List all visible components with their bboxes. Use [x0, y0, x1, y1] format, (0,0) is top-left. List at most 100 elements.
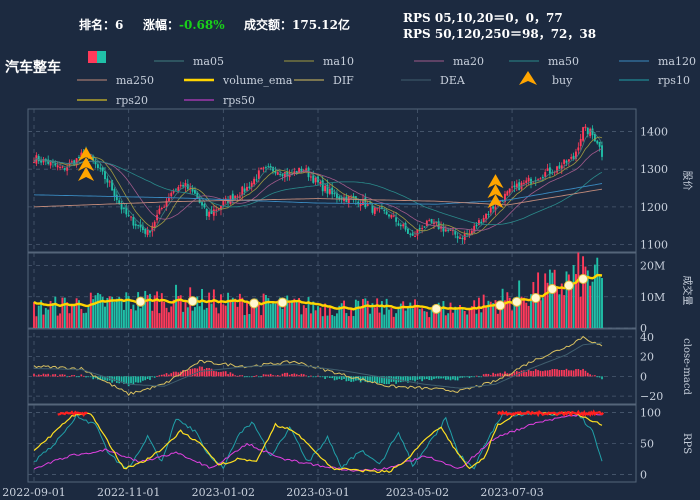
volume-bar — [347, 316, 350, 328]
macd-bar — [314, 376, 317, 378]
macd-bar — [397, 376, 400, 383]
macd-bar — [125, 376, 128, 384]
macd-bar — [305, 375, 307, 377]
volume-bar — [473, 300, 476, 328]
macd-bar — [459, 376, 461, 378]
candle-body — [40, 160, 43, 163]
buy-marker-icon — [78, 146, 95, 161]
macd-bar — [430, 376, 433, 381]
volume-bar — [82, 313, 85, 328]
macd-bar — [345, 376, 348, 382]
macd-bar — [511, 373, 513, 377]
volume-bar — [163, 301, 166, 328]
volume-bar — [78, 300, 80, 328]
volume-bar — [125, 292, 128, 328]
volume-bar — [390, 308, 393, 328]
candle-body — [333, 193, 336, 195]
volume-bar — [189, 287, 192, 328]
candle-body — [487, 213, 490, 215]
y-tick-label: 0 — [640, 469, 647, 482]
candle-body — [172, 190, 175, 193]
macd-bar — [78, 376, 80, 378]
candle-body — [215, 209, 218, 211]
candle-body — [66, 167, 69, 171]
candle-body — [139, 224, 142, 228]
candle-body — [558, 165, 561, 169]
candle-body — [208, 211, 211, 217]
volume-bar — [255, 298, 258, 328]
macd-bar — [388, 376, 390, 385]
candle-body — [428, 220, 431, 222]
candle-body — [75, 158, 78, 166]
candle-body — [449, 229, 452, 231]
macd-bar — [549, 369, 551, 377]
volume-bar — [482, 294, 485, 328]
candle-body — [309, 176, 312, 178]
volume-bar — [466, 314, 469, 328]
volume-bar — [596, 257, 599, 328]
volume-bar — [70, 304, 73, 328]
macd-bar — [231, 373, 234, 377]
candle-body — [390, 214, 393, 218]
macd-bar — [175, 371, 177, 377]
volume-bar — [369, 313, 372, 328]
candle-body — [468, 233, 471, 236]
candle-body — [579, 138, 582, 147]
candle-body — [246, 186, 248, 191]
candle-body — [546, 168, 549, 171]
volume-bar — [475, 313, 478, 328]
candle-body — [395, 217, 398, 222]
macd-bar — [499, 372, 502, 377]
macd-bar — [355, 376, 357, 381]
candle-body — [518, 182, 521, 191]
volume-bar — [274, 303, 277, 328]
candle-body — [94, 160, 97, 165]
macd-bar — [158, 375, 161, 377]
legend-label-volume_ema: volume_ema — [222, 74, 293, 87]
volume-bar — [300, 314, 303, 328]
volume-bar — [302, 305, 305, 328]
volume-bar — [459, 304, 461, 328]
candle-body — [593, 133, 596, 142]
candle-body — [269, 166, 272, 168]
volume-bar — [333, 316, 336, 328]
volume-bar — [184, 301, 187, 328]
candle-body — [485, 213, 487, 219]
candle-body — [146, 229, 149, 235]
macd-bar — [523, 370, 525, 377]
volume-bar — [165, 307, 168, 328]
volume-bar — [151, 310, 154, 328]
candle-body — [383, 210, 386, 212]
candle-body — [563, 159, 566, 164]
candle-body — [366, 204, 369, 206]
candle-body — [118, 200, 121, 204]
y-tick-label: 0 — [640, 370, 647, 383]
candle-body — [508, 188, 511, 193]
macd-bar — [189, 368, 192, 377]
macd-bar — [324, 376, 326, 380]
macd-bar — [213, 371, 215, 377]
macd-bar — [284, 372, 286, 377]
volume-ema-dot — [249, 298, 260, 309]
candle-body — [153, 221, 156, 228]
candle-body — [51, 161, 54, 163]
volume-bar — [186, 307, 189, 328]
candle-body — [541, 176, 544, 178]
macd-bar — [338, 376, 341, 379]
macd-bar — [331, 376, 334, 379]
macd-bar — [383, 376, 386, 384]
candle-body — [362, 198, 364, 205]
volume-bar — [598, 276, 601, 328]
volume-bar — [106, 298, 109, 328]
candle-body — [577, 147, 580, 151]
macd-bar — [411, 376, 414, 381]
y-tick-label: 20M — [640, 260, 665, 273]
candle-body — [385, 211, 388, 215]
volume-bar — [63, 297, 66, 328]
macd-bar — [123, 376, 125, 384]
macd-bar — [33, 373, 35, 377]
stock-name: 汽车整车 — [5, 60, 61, 76]
macd-bar — [120, 376, 123, 383]
volume-bar — [470, 306, 473, 328]
volume-bar — [246, 302, 248, 328]
